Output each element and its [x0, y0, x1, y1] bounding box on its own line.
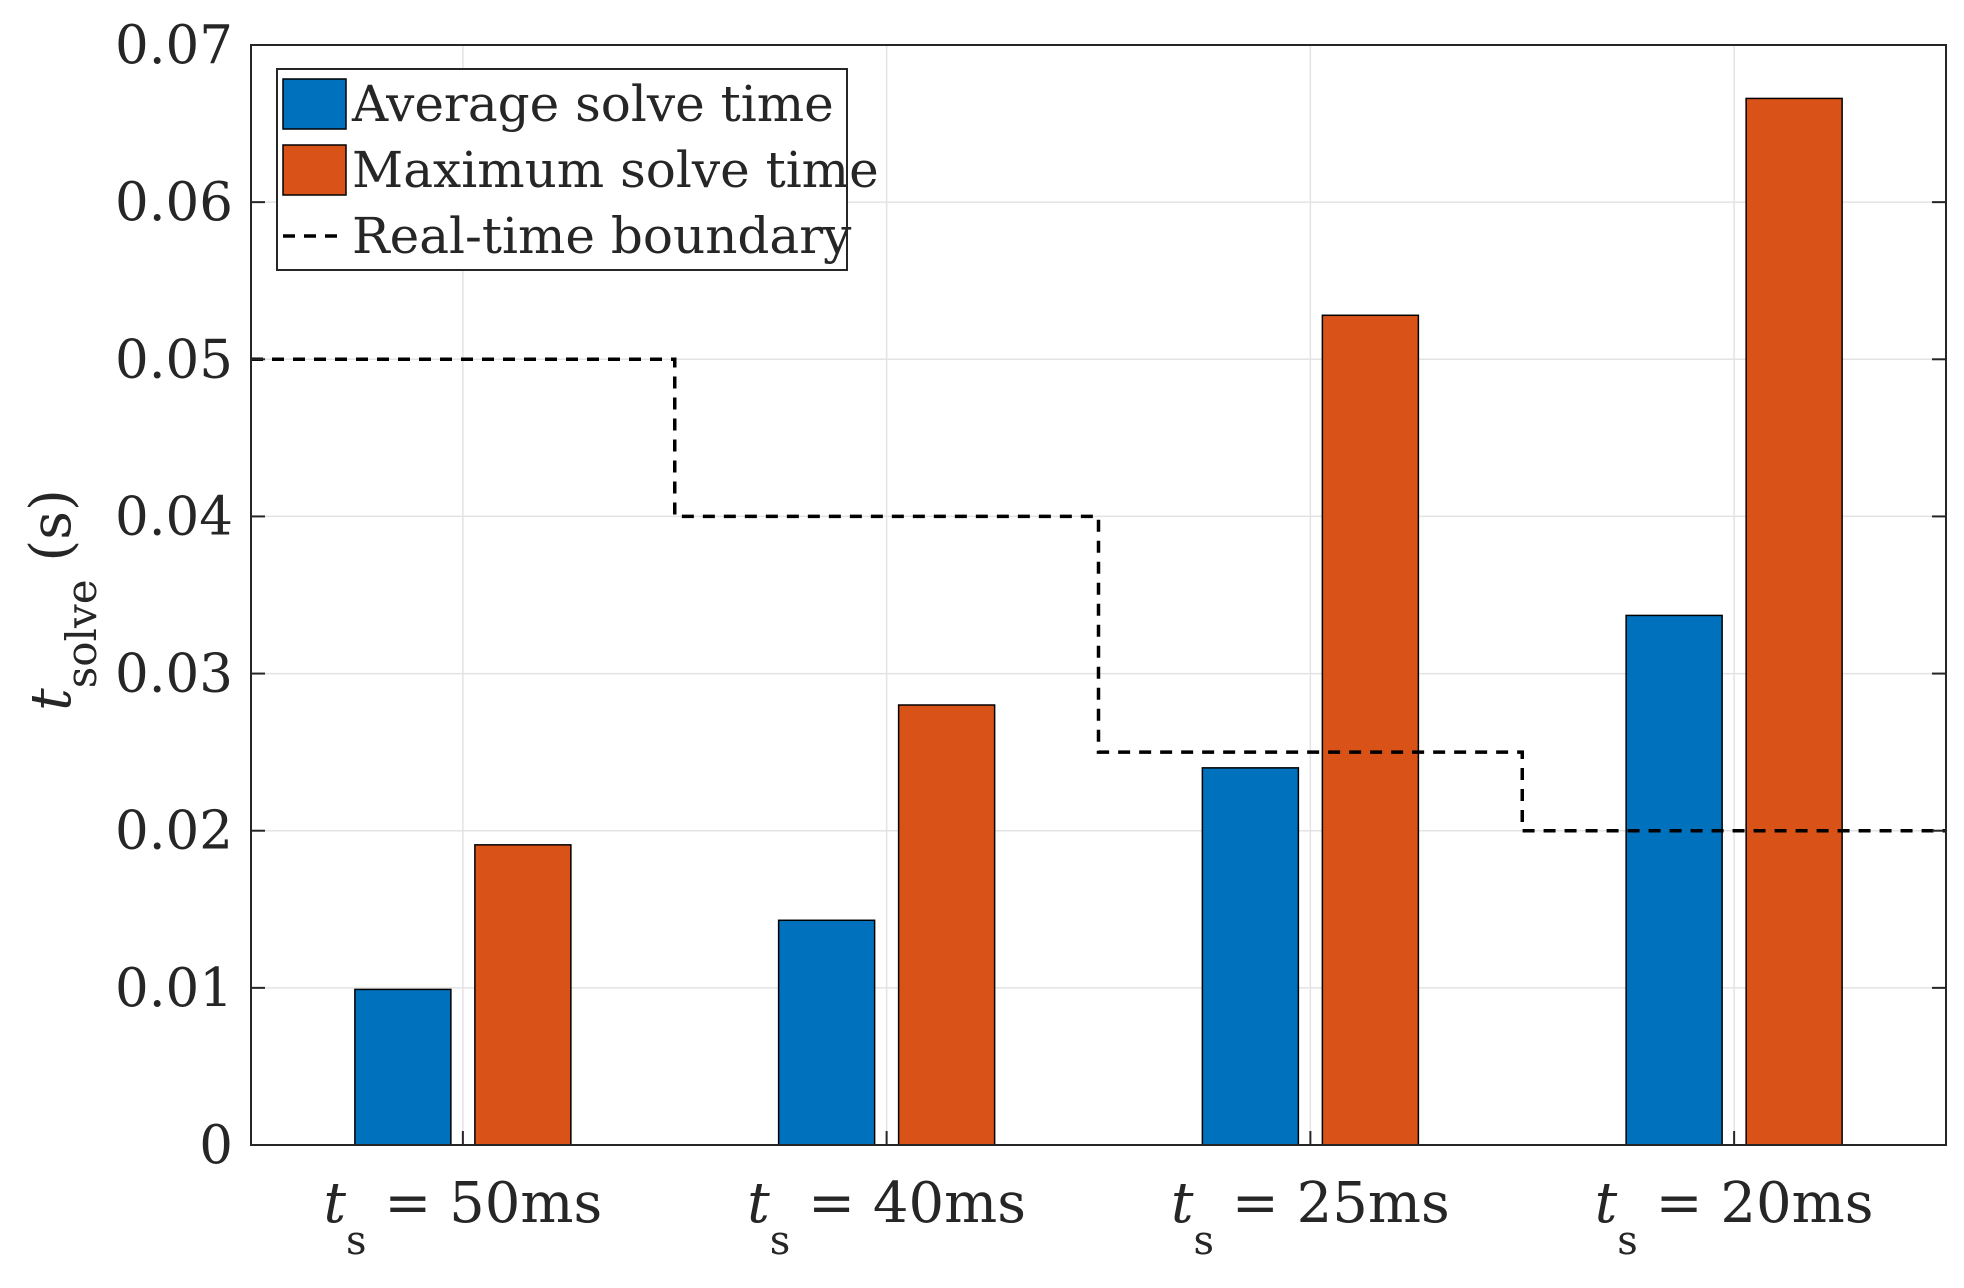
y-tick-label: 0.06	[115, 172, 233, 233]
x-category-label: ts = 50ms	[324, 1171, 603, 1264]
maximum-solve-time-bar	[1745, 97, 1843, 1146]
average-solve-time-bar	[354, 988, 452, 1146]
x-axis-categories: ts = 50ms ts = 40ms ts = 25ms ts = 20ms	[324, 1131, 1874, 1264]
legend-swatch-maximum	[282, 144, 347, 196]
average-solve-time-bar	[1625, 614, 1723, 1146]
y-tick-label: 0.04	[115, 486, 233, 547]
real-time-boundary-line	[251, 357, 1946, 833]
maximum-solve-time-bar	[897, 704, 996, 1146]
legend-label-maximum: Maximum solve time	[352, 141, 879, 199]
y-axis-ticks: 0 0.01 0.02 0.03 0.04 0.05 0.06 0.07	[115, 15, 1946, 1176]
x-category-label: ts = 40ms	[747, 1171, 1026, 1264]
maximum-solve-time-bar	[474, 844, 572, 1146]
y-tick-label: 0.02	[115, 801, 233, 862]
average-solve-time-bar	[777, 919, 876, 1146]
y-tick-label: 0.01	[115, 958, 233, 1019]
y-tick-label: 0.07	[115, 15, 233, 76]
plot-frame	[250, 44, 1947, 1146]
legend-label-boundary: Real-time boundary	[352, 207, 852, 265]
average-solve-time-bar	[1201, 767, 1300, 1146]
y-tick-label: 0.03	[115, 644, 233, 705]
maximum-solve-time-bar	[1321, 314, 1420, 1146]
y-tick-label: 0	[199, 1115, 233, 1176]
real-time-boundary-step	[251, 357, 1946, 833]
y-axis-label: tsolve (s)	[19, 489, 106, 711]
y-axis-label-text: tsolve (s)	[19, 489, 106, 711]
legend-label-average: Average solve time	[351, 75, 834, 133]
legend-box	[276, 68, 848, 271]
legend-swatch-average	[282, 78, 347, 130]
y-tick-label: 0.05	[115, 329, 233, 390]
legend: Average solve time Maximum solve time Real…	[276, 68, 879, 271]
x-category-label: ts = 25ms	[1171, 1171, 1450, 1264]
bars	[354, 97, 1843, 1146]
x-category-label: ts = 20ms	[1595, 1171, 1874, 1264]
